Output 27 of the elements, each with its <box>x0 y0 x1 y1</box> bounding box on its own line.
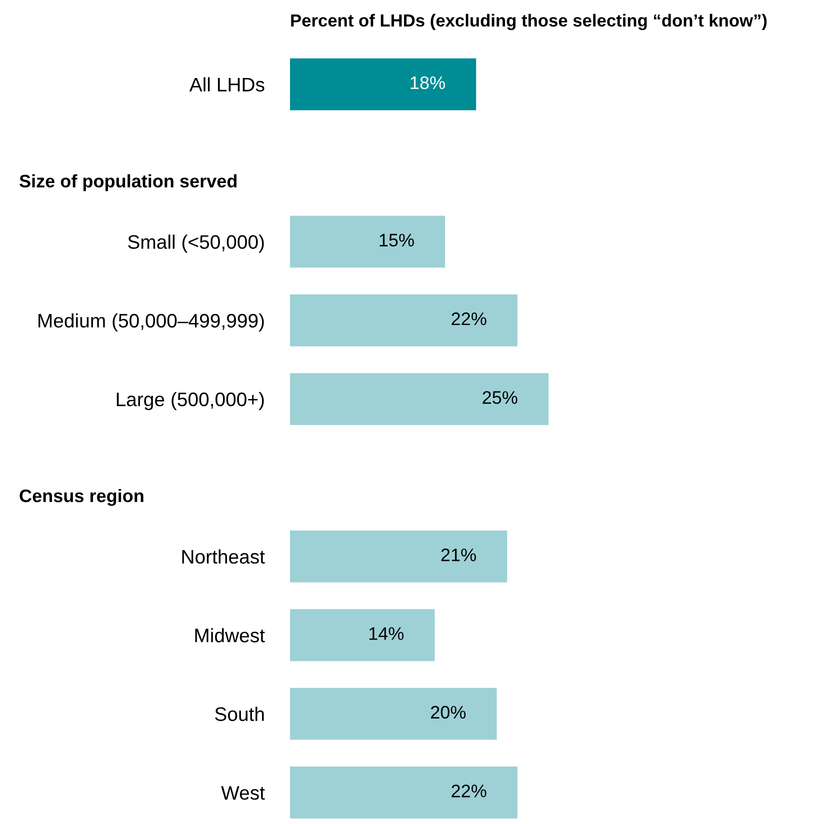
chart-title: Percent of LHDs (excluding those selecting “don’t know”) <box>291 14 767 30</box>
y-tick-label: All LHDs <box>189 77 264 92</box>
y-tick-label: Small (<50,000) <box>128 234 264 253</box>
y-tick-label: Midwest <box>195 628 265 642</box>
bar <box>290 766 518 818</box>
data-label: 22% <box>452 784 486 798</box>
bar <box>290 373 548 426</box>
data-label: 15% <box>380 234 414 247</box>
y-tick-label: Large (500,000+) <box>116 392 264 410</box>
y-tick-label: South <box>215 706 264 722</box>
y-tick-label: West <box>221 786 265 800</box>
y-tick-label: Medium (50,000–499,999) <box>38 313 264 332</box>
data-label: 25% <box>482 391 518 404</box>
bar <box>290 58 476 110</box>
text: Census region <box>20 488 144 506</box>
bar <box>290 216 446 268</box>
bar <box>290 294 518 346</box>
data-label: 14% <box>369 627 404 640</box>
data-label: 18% <box>410 76 445 90</box>
data-label: 22% <box>452 312 486 326</box>
data-label: 21% <box>441 548 476 562</box>
bar <box>290 688 497 740</box>
bar <box>290 609 435 662</box>
text: Size of population served <box>20 174 237 192</box>
y-tick-label: Northeast <box>182 549 265 564</box>
bar <box>290 530 508 582</box>
data-label: 20% <box>431 706 466 719</box>
